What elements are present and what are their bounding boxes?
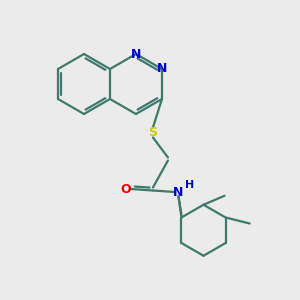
Text: O: O <box>121 182 131 196</box>
Text: S: S <box>148 125 158 139</box>
Text: N: N <box>157 62 167 76</box>
Text: H: H <box>185 180 194 190</box>
Text: N: N <box>131 47 141 61</box>
Text: N: N <box>173 185 184 199</box>
